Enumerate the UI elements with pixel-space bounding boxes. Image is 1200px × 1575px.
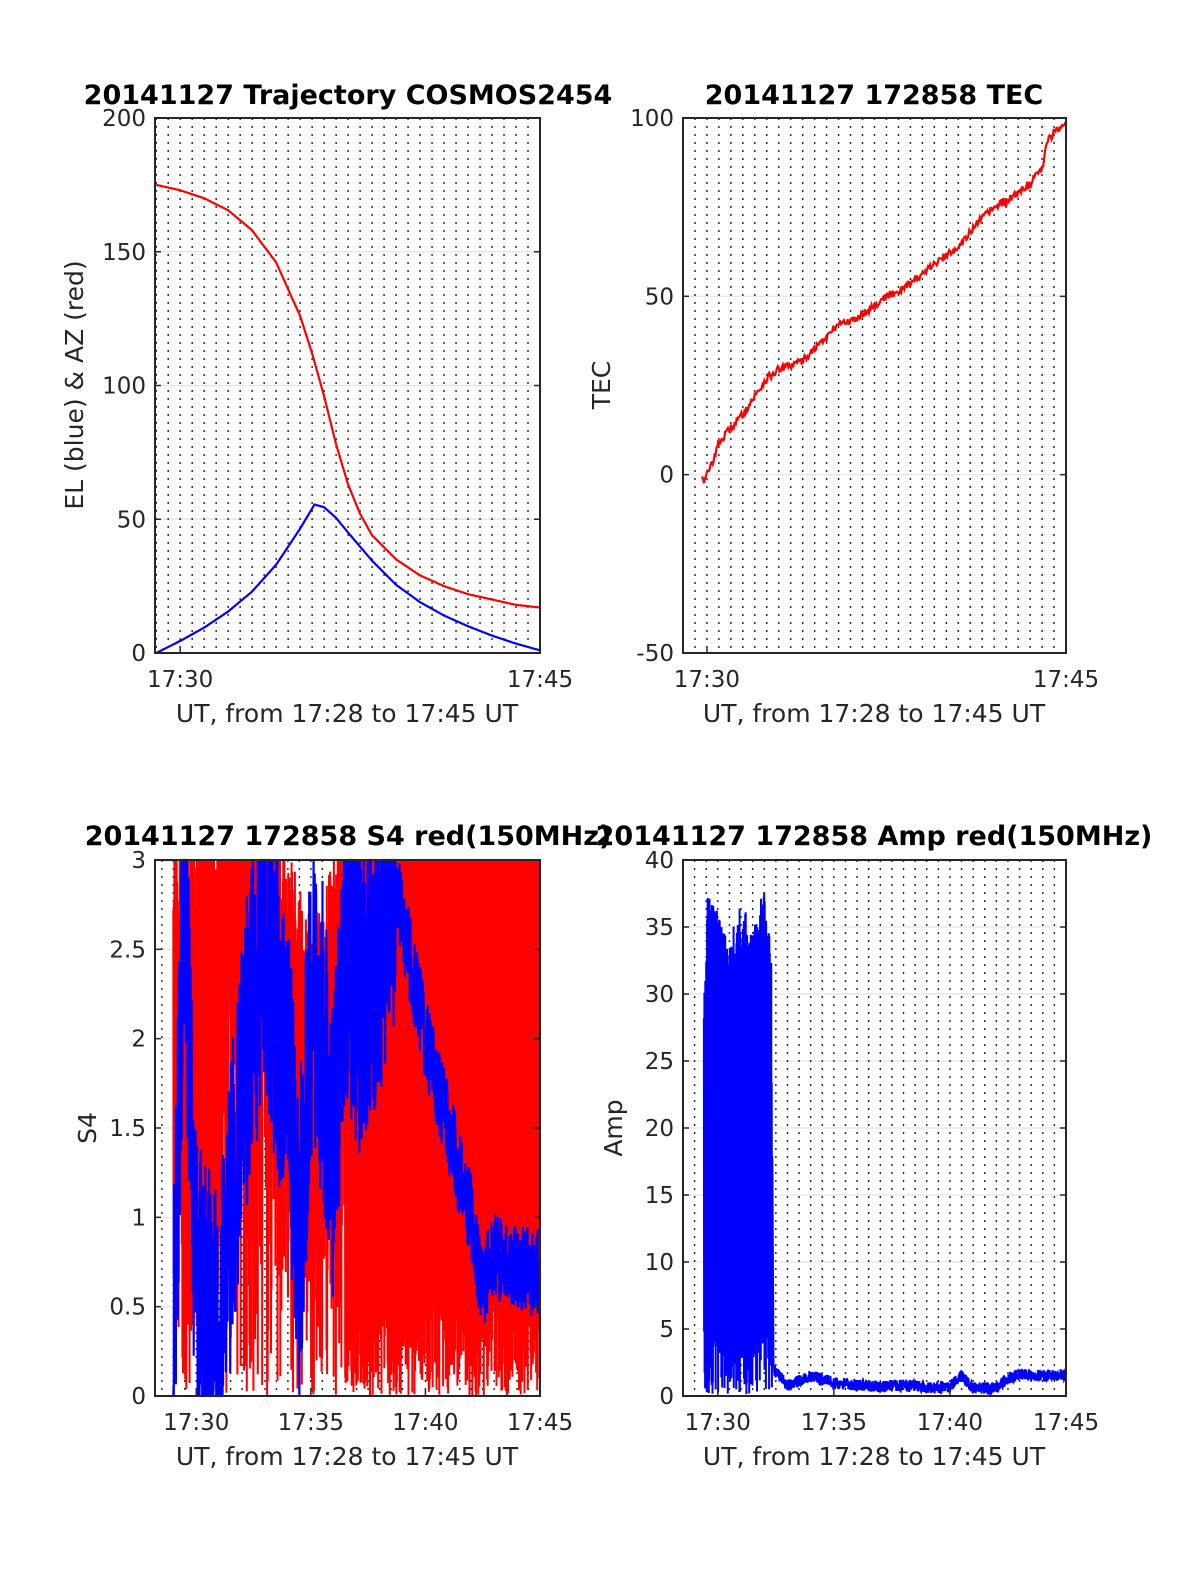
panel-s4-xlabel: UT, from 17:28 to 17:45 UT bbox=[176, 1442, 519, 1471]
x-tick-label: 17:30 bbox=[163, 1410, 229, 1436]
series-line bbox=[155, 183, 541, 609]
panel-trajectory-grid bbox=[155, 117, 541, 654]
y-tick-label: 0 bbox=[131, 641, 146, 667]
panel-s4-title: 20141127 172858 S4 red(150MHz) bbox=[85, 821, 612, 852]
panel-trajectory: 20141127 Trajectory COSMOS2454 0 50 100 150… bbox=[60, 80, 612, 728]
y-tick-label: 100 bbox=[630, 106, 674, 132]
panel-amp-ylabel: Amp bbox=[599, 1099, 628, 1156]
panel-amp: 20141127 172858 Amp red(150MHz) 0 5 10 15 20… bbox=[596, 821, 1153, 1471]
x-tick-label: 17:40 bbox=[917, 1410, 983, 1436]
panel-amp-series bbox=[702, 892, 1067, 1397]
panel-tec-xlabel: UT, from 17:28 to 17:45 UT bbox=[703, 699, 1046, 728]
panel-s4-series bbox=[172, 858, 542, 1398]
y-tick-label: 0.5 bbox=[109, 1295, 146, 1321]
y-tick-label: 30 bbox=[645, 982, 674, 1008]
x-tick-label: 17:30 bbox=[685, 1410, 751, 1436]
y-tick-label: -50 bbox=[636, 641, 674, 667]
panel-amp-title: 20141127 172858 Amp red(150MHz) bbox=[596, 821, 1153, 852]
axes-box bbox=[682, 117, 1067, 654]
series-line bbox=[172, 858, 542, 1398]
panel-trajectory-xlabel: UT, from 17:28 to 17:45 UT bbox=[176, 699, 519, 728]
panel-tec-series bbox=[701, 121, 1067, 484]
x-tick-label: 17:40 bbox=[392, 1410, 458, 1436]
x-tick-label: 17:45 bbox=[507, 667, 573, 693]
y-tick-label: 2 bbox=[131, 1027, 146, 1053]
panel-amp-xlabel: UT, from 17:28 to 17:45 UT bbox=[703, 1442, 1046, 1471]
x-tick-label: 17:45 bbox=[507, 1410, 573, 1436]
panel-trajectory-series bbox=[155, 183, 541, 654]
y-tick-label: 1 bbox=[131, 1205, 146, 1231]
panel-tec-ylabel: TEC bbox=[587, 361, 616, 411]
series-line bbox=[155, 503, 541, 654]
y-tick-label: 0 bbox=[131, 1384, 146, 1410]
panel-trajectory-axes: 0 50 100 150 200 17:30 17:45 bbox=[102, 106, 573, 693]
panel-tec-axes: -50 0 50 100 17:30 17:45 bbox=[630, 106, 1099, 693]
y-tick-label: 10 bbox=[645, 1250, 674, 1276]
y-tick-label: 2.5 bbox=[109, 937, 146, 963]
panel-amp-axes: 0 5 10 15 20 25 30 35 40 17:30 17:35 17:40 17:45 bbox=[645, 848, 1099, 1436]
y-tick-label: 35 bbox=[645, 915, 674, 941]
panel-trajectory-ylabel: EL (blue) & AZ (red) bbox=[60, 260, 89, 509]
y-tick-label: 5 bbox=[659, 1317, 674, 1343]
y-tick-label: 0 bbox=[659, 1384, 674, 1410]
panel-trajectory-title: 20141127 Trajectory COSMOS2454 bbox=[84, 80, 613, 111]
y-tick-label: 100 bbox=[102, 374, 146, 400]
panel-s4-axes: 0 0.5 1 1.5 2 2.5 3 17:30 17:35 17:40 17:45 bbox=[109, 848, 573, 1436]
y-tick-label: 50 bbox=[645, 284, 674, 310]
y-tick-label: 50 bbox=[117, 507, 146, 533]
series-line bbox=[701, 121, 1067, 484]
x-tick-label: 17:30 bbox=[147, 667, 213, 693]
panel-tec-grid bbox=[682, 117, 1067, 654]
x-tick-label: 17:45 bbox=[1033, 1410, 1099, 1436]
y-tick-label: 0 bbox=[659, 463, 674, 489]
x-tick-label: 17:45 bbox=[1033, 667, 1099, 693]
x-tick-label: 17:35 bbox=[278, 1410, 344, 1436]
y-tick-label: 25 bbox=[645, 1049, 674, 1075]
y-tick-label: 150 bbox=[102, 240, 146, 266]
series-line bbox=[702, 892, 1067, 1397]
panel-amp-grid bbox=[682, 859, 1067, 1397]
panel-tec-title: 20141127 172858 TEC bbox=[705, 80, 1044, 111]
y-tick-label: 40 bbox=[645, 848, 674, 874]
panel-s4: 20141127 172858 S4 red(150MHz) 0 0.5 1 1.5 2… bbox=[73, 821, 611, 1471]
y-tick-label: 15 bbox=[645, 1183, 674, 1209]
y-tick-label: 200 bbox=[102, 106, 146, 132]
panel-s4-ylabel: S4 bbox=[73, 1112, 102, 1144]
x-tick-label: 17:30 bbox=[674, 667, 740, 693]
x-tick-label: 17:35 bbox=[801, 1410, 867, 1436]
y-tick-label: 20 bbox=[645, 1116, 674, 1142]
y-tick-label: 3 bbox=[131, 848, 146, 874]
y-tick-label: 1.5 bbox=[109, 1116, 146, 1142]
